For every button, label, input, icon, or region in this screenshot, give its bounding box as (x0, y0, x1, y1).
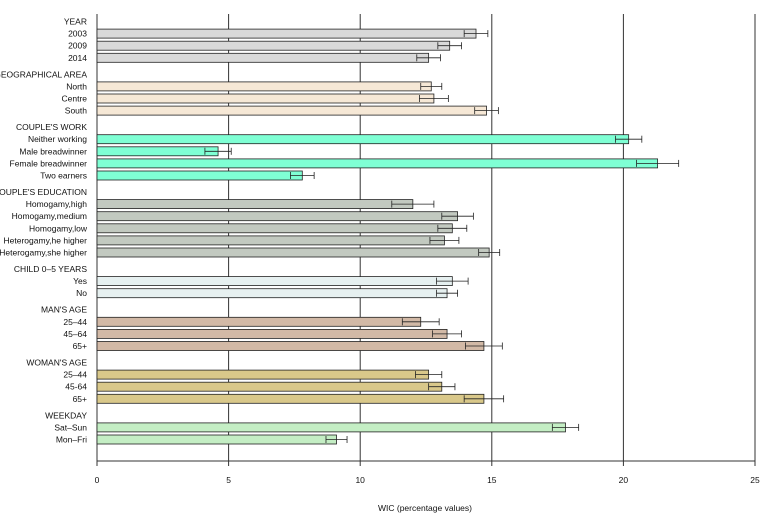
bar (96, 40, 451, 51)
bar-label: Neither working (28, 134, 87, 144)
bar (96, 52, 430, 63)
bar (96, 235, 445, 246)
x-tick-label: 15 (487, 475, 497, 485)
group-title: MAN'S AGE (41, 305, 87, 315)
group-title: YEAR (64, 17, 87, 27)
x-tick-label: 5 (226, 475, 231, 485)
bar-label: South (65, 106, 87, 116)
x-tick-label: 20 (619, 475, 629, 485)
bar (96, 381, 443, 392)
bar-label: Female breadwinner (10, 158, 88, 168)
bar-label: Heterogamy,he higher (4, 235, 88, 245)
bar-label: Sat–Sun (54, 422, 87, 432)
bar-label: Mon–Fri (56, 435, 87, 445)
group-title: WEEKDAY (45, 410, 87, 420)
bar-label: Homogamy,high (26, 199, 88, 209)
bar-label: 2003 (68, 29, 87, 39)
bar-label: 45-64 (65, 382, 87, 392)
bar-label: Homogamy,low (29, 223, 88, 233)
bar (96, 393, 485, 404)
bar (96, 211, 458, 222)
bar (96, 93, 435, 104)
bar (96, 105, 487, 116)
bar-label: No (76, 288, 87, 298)
x-axis-title: WIC (percentage values) (378, 503, 472, 513)
group-title: COUPLE'S WORK (16, 122, 87, 132)
label-layer: YEAR 2003 2009 2014 GEOGRAPHICAL AREA North Ce… (0, 17, 88, 445)
bar (96, 134, 630, 145)
group-title: WOMAN'S AGE (26, 358, 87, 368)
bar-label: 65+ (73, 341, 87, 351)
bar (96, 434, 337, 445)
bar (96, 223, 453, 234)
bar (96, 28, 477, 39)
bar (96, 146, 219, 157)
bar-label: 2014 (68, 53, 87, 63)
bar-label: Heterogamy,she higher (0, 248, 87, 258)
bar (96, 328, 448, 339)
x-tick-label: 10 (355, 475, 365, 485)
bar (96, 422, 566, 433)
bar (96, 170, 303, 181)
bar-label: North (66, 81, 87, 91)
bar (96, 247, 490, 258)
x-tick-label: 0 (95, 475, 100, 485)
bar-label: 2009 (68, 41, 87, 51)
x-tick-label: 25 (750, 475, 760, 485)
x-axis: 0 5 10 15 20 25 (95, 460, 760, 485)
bar-label: 25–44 (63, 317, 87, 327)
group-title: GEOGRAPHICAL AREA (0, 69, 87, 79)
bar (96, 276, 453, 287)
bar-label: 25–44 (63, 370, 87, 380)
bar-label: Two earners (40, 171, 87, 181)
bar-label: 65+ (73, 394, 87, 404)
bar-layer (96, 28, 680, 445)
bar (96, 199, 414, 210)
bar-label: Homogamy,medium (12, 211, 87, 221)
bar (96, 288, 448, 299)
bar-label: Yes (73, 276, 87, 286)
group-title: COUPLE'S EDUCATION (0, 187, 87, 197)
bar (96, 158, 659, 169)
bar (96, 341, 485, 351)
bar (96, 316, 422, 327)
group-title: CHILD 0–5 YEARS (14, 264, 87, 274)
bar-label: Centre (61, 94, 87, 104)
bar-label: 45–64 (63, 329, 87, 339)
bar-label: Male breadwinner (19, 146, 87, 156)
bar (96, 81, 432, 92)
bar (96, 369, 430, 380)
